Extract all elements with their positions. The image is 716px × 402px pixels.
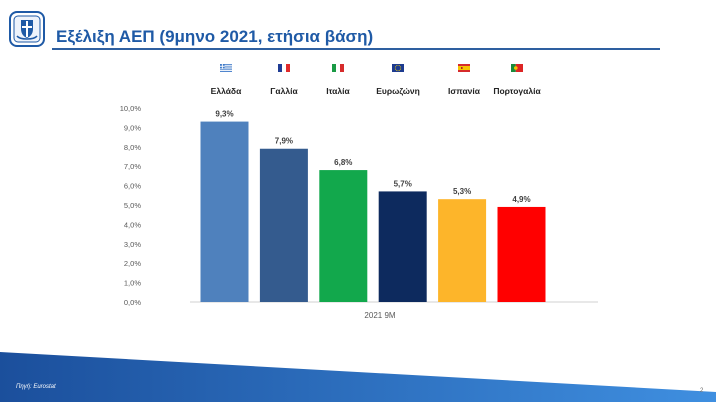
legend-entry: Ισπανία [448, 86, 481, 96]
bar [259, 148, 308, 302]
legend-entry: Γαλλία [270, 86, 298, 96]
legend-entry: Ευρωζώνη [376, 86, 420, 96]
legend-entry: Πορτογαλία [493, 86, 541, 96]
y-tick-label: 7,0% [124, 162, 141, 171]
flag-spain-icon [458, 64, 470, 72]
title-underline [52, 48, 660, 50]
y-tick-label: 4,0% [124, 220, 141, 229]
y-tick-label: 1,0% [124, 279, 141, 288]
data-label: 5,7% [394, 179, 412, 188]
legend-entry: Ελλάδα [211, 86, 242, 96]
y-tick-label: 2,0% [124, 259, 141, 268]
x-category-label: 2021 9M [364, 311, 395, 320]
bar [438, 199, 487, 302]
y-tick-label: 6,0% [124, 182, 141, 191]
bar [200, 121, 249, 302]
source-note: Πηγή: Eurostat [16, 384, 56, 390]
flag-greece-icon [220, 64, 232, 72]
y-tick-label: 8,0% [124, 143, 141, 152]
bar [497, 206, 546, 302]
slide-title: Εξέλιξη ΑΕΠ (9μηνο 2021, ετήσια βάση) [56, 27, 374, 46]
data-label: 7,9% [275, 137, 293, 146]
data-label: 4,9% [512, 195, 530, 204]
data-label: 6,8% [334, 158, 352, 167]
bar [378, 191, 427, 302]
data-label: 9,3% [215, 110, 233, 119]
flag-italy-icon [332, 64, 344, 72]
flag-portugal-icon [511, 64, 523, 72]
y-tick-label: 9,0% [124, 123, 141, 132]
y-tick-label: 0,0% [124, 298, 141, 307]
y-tick-label: 3,0% [124, 240, 141, 249]
y-tick-label: 5,0% [124, 201, 141, 210]
flag-france-icon [278, 64, 290, 72]
greek-emblem-icon [9, 11, 45, 47]
flag-eu-icon [392, 64, 404, 72]
bar [319, 170, 368, 302]
page-number: 2 [700, 388, 704, 394]
y-tick-label: 10,0% [120, 104, 142, 113]
footer-band [0, 352, 716, 402]
legend-entry: Ιταλία [326, 86, 350, 96]
data-label: 5,3% [453, 187, 471, 196]
